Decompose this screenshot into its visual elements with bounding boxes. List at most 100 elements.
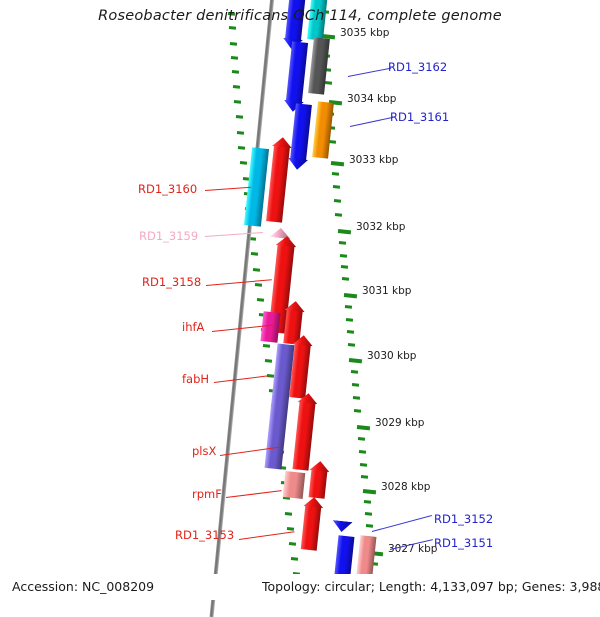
gene-label-leader-rd1_3160 [204,186,251,192]
sequence-axis [209,0,276,617]
gene-label-fabh[interactable]: fabH [182,372,210,386]
ruler-tick-label: 3030 kbp [367,350,417,362]
gene-label-ihfa[interactable]: ihfA [182,320,205,334]
ruler-tick-label: 3031 kbp [362,285,412,297]
ruler-tick-major [337,229,352,235]
ruler-tick-minor [252,268,261,272]
ruler-tick-minor [231,70,240,74]
ruler-tick-minor [344,305,353,309]
ruler-tick-major [343,293,358,299]
gene-body [300,505,322,551]
ruler-tick-minor [229,42,238,46]
gene-feature[interactable] [285,41,309,103]
gene-arrowhead-down [332,520,353,533]
gene-body [292,401,316,471]
ruler-tick-minor [232,85,241,89]
ruler-tick-minor [352,396,361,400]
gene-label-rpmf[interactable]: rpmF [192,487,222,501]
ruler-tick-minor [324,81,333,85]
gene-body [285,41,309,103]
ruler-tick-label: 3032 kbp [356,221,406,233]
gene-label-plsx[interactable]: plsX [192,444,217,458]
gene-label-leader-rpmf [225,490,282,499]
gene-label-leader-rd1_3161 [349,116,394,128]
gene-feature-rd1_3159[interactable] [272,227,290,238]
gene-feature-rd1_3162[interactable] [308,37,330,95]
ruler-tick-minor [264,359,273,363]
gene-feature[interactable] [290,103,312,160]
ruler-tick-minor [284,512,293,516]
ruler-tick-minor [230,56,239,60]
ruler-tick-major [362,489,377,495]
gene-label-rd1_3152[interactable]: RD1_3152 [434,512,494,526]
gene-feature-rd1_3161[interactable] [312,101,334,159]
gene-label-rd1_3153[interactable]: RD1_3153 [175,528,235,542]
gene-label-leader-fabh [213,375,270,384]
gene-arrowhead-up [269,227,291,239]
ruler-tick-minor [359,463,368,467]
gene-feature-rpmf[interactable] [282,471,306,499]
ruler-tick-minor [256,298,265,302]
gene-body [266,145,290,223]
ruler-tick-minor [237,146,246,150]
topology-text: Topology: circular; Length: 4,133,097 bp… [262,579,600,594]
ruler-tick-major [356,425,371,431]
ruler-tick-minor [347,343,356,347]
ruler-tick-minor [239,161,248,165]
ruler-tick-minor [235,115,244,119]
gene-label-leader-rd1_3152 [371,514,433,533]
ruler-tick-minor [290,557,299,561]
accession-text: Accession: NC_008209 [12,579,155,594]
gene-arrowhead-down [287,158,308,171]
gene-feature-rd1_3153[interactable] [300,505,322,551]
page-title: Roseobacter denitrificans OCh 114, compl… [98,8,502,24]
ruler-tick-minor [351,383,360,387]
ruler-tick-minor [353,409,362,413]
ruler-tick-minor [332,185,341,189]
ruler-tick-major [348,358,363,364]
ruler-tick-minor [357,437,366,441]
gene-label-rd1_3158[interactable]: RD1_3158 [142,275,202,289]
gene-label-leader-rd1_3162 [347,67,392,78]
ruler-tick-minor [350,370,359,374]
gene-feature-plsx[interactable] [292,401,316,471]
gene-feature-ihfa[interactable] [260,311,281,343]
ruler-tick-minor [341,277,350,281]
ruler-tick-minor [233,100,242,104]
gene-label-rd1_3151[interactable]: RD1_3151 [434,536,494,550]
ruler-tick-label: 3028 kbp [381,481,431,493]
ruler-tick-minor [254,283,263,287]
gene-arrowhead-up [309,460,330,472]
ruler-tick-minor [250,252,259,256]
ruler-tick-minor [365,524,374,528]
ruler-tick-minor [228,26,237,30]
gene-feature[interactable] [266,145,290,223]
gene-body [282,471,306,499]
gene-label-rd1_3162[interactable]: RD1_3162 [388,60,448,74]
gene-label-leader-rd1_3153 [238,531,295,541]
ruler-tick-minor [333,199,342,203]
ruler-tick-label: 3034 kbp [347,93,397,105]
ruler-tick-minor [345,318,354,322]
ruler-tick-label: 3035 kbp [340,27,390,39]
ruler-tick-minor [338,241,347,245]
gene-feature[interactable] [333,520,350,534]
ruler-tick-minor [331,172,340,176]
ruler-tick-minor [288,542,297,546]
ruler-tick-minor [236,131,245,135]
ruler-tick-minor [286,527,295,531]
gene-label-rd1_3160[interactable]: RD1_3160 [138,182,198,196]
genome-map-viewer: Roseobacter denitrificans OCh 114, compl… [12,0,600,617]
gene-label-rd1_3161[interactable]: RD1_3161 [390,110,450,124]
gene-feature[interactable] [308,469,328,499]
ruler-tick-minor [358,450,367,454]
gene-body [290,103,312,161]
gene-body [260,311,281,343]
gene-body [308,469,328,499]
ruler-tick-minor [262,344,271,348]
gene-label-rd1_3159[interactable]: RD1_3159 [139,229,199,243]
ruler-tick-minor [346,330,355,334]
ruler-tick-minor [340,265,349,269]
ruler-tick-minor [360,475,369,479]
ruler-tick-label: 3029 kbp [375,417,425,429]
